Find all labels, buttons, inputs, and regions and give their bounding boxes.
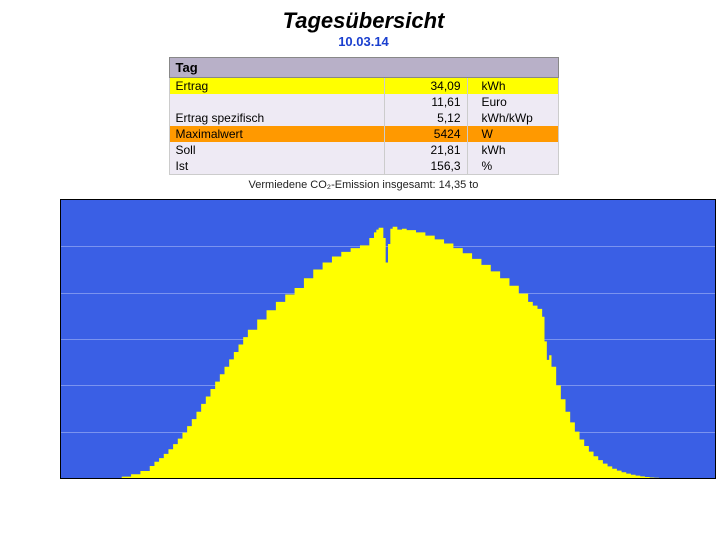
row-label: Ist [169,158,384,175]
row-label: Maximalwert [169,126,384,142]
table-row: Maximalwert5424W [169,126,558,142]
power-area [61,227,715,478]
row-unit: kWh/kWp [467,110,558,126]
x-tick-mark [622,478,623,479]
row-value: 5424 [384,126,467,142]
x-tick-mark [61,478,62,479]
table-row: 11,61Euro [169,94,558,110]
row-unit: kWh [467,78,558,95]
x-tick-mark [435,478,436,479]
x-tick-mark [248,478,249,479]
x-tick-label: 10:00 [234,478,262,479]
row-label: Ertrag [169,78,384,95]
row-value: 21,81 [384,142,467,158]
x-tick-label: 14:00 [421,478,449,479]
x-tick-label: 12:00 [328,478,356,479]
row-value: 34,09 [384,78,467,95]
table-row: Ertrag spezifisch5,12kWh/kWp [169,110,558,126]
x-tick-mark [341,478,342,479]
table-row: Ist156,3% [169,158,558,175]
page-date: 10.03.14 [8,34,719,49]
row-value: 11,61 [384,94,467,110]
x-tick-mark [528,478,529,479]
summary-header: Tag [169,58,558,78]
table-row: Ertrag34,09kWh [169,78,558,95]
page-title: Tagesübersicht [8,8,719,34]
row-label: Ertrag spezifisch [169,110,384,126]
power-chart: 0 W1000 W2000 W3000 W4000 W5000 W6000 W6… [60,199,716,479]
row-unit: W [467,126,558,142]
row-label: Soll [169,142,384,158]
row-value: 156,3 [384,158,467,175]
row-unit: % [467,158,558,175]
x-tick-mark [715,478,716,479]
x-tick-label: 20:00 [701,478,716,479]
row-label [169,94,384,110]
summary-table: Tag Ertrag34,09kWh11,61EuroErtrag spezif… [169,57,559,175]
x-tick-mark [154,478,155,479]
x-tick-label: 6:00 [60,478,72,479]
x-tick-label: 8:00 [144,478,165,479]
co2-footnote: Vermiedene CO₂-Emission insgesamt: 14,35… [8,179,719,191]
row-value: 5,12 [384,110,467,126]
x-tick-label: 18:00 [608,478,636,479]
table-row: Soll21,81kWh [169,142,558,158]
row-unit: kWh [467,142,558,158]
x-tick-label: 16:00 [514,478,542,479]
row-unit: Euro [467,94,558,110]
